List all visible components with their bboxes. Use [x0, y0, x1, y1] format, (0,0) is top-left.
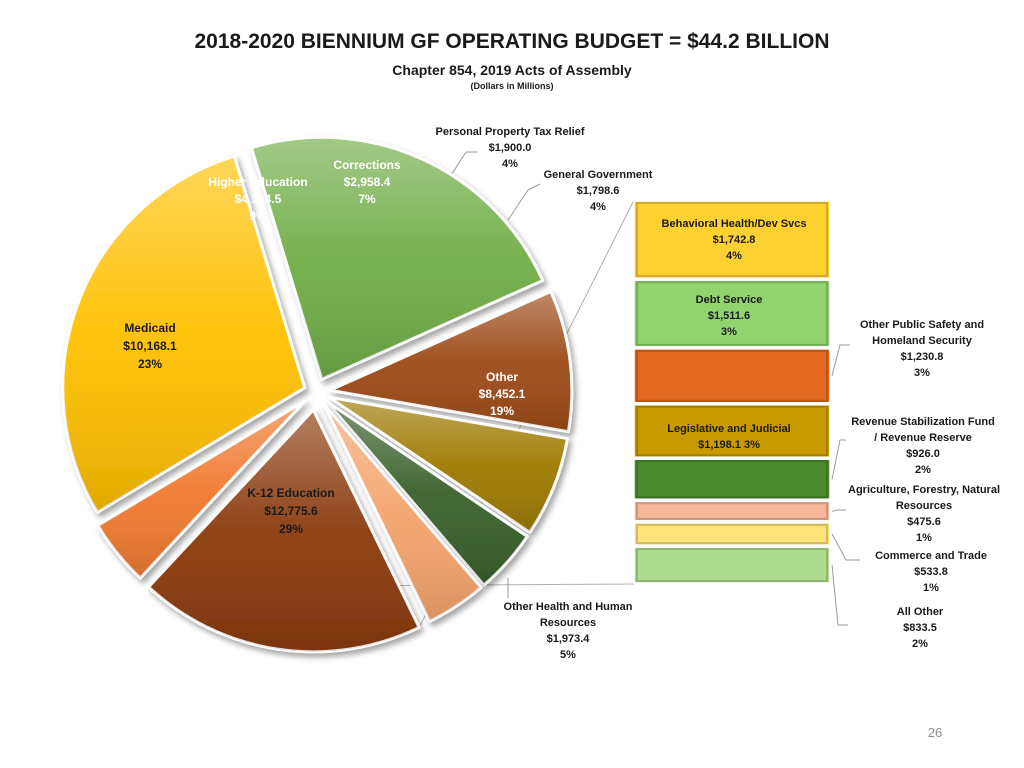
- pie-slice-pptr: [324, 399, 529, 587]
- pie-slice-medicaid: [249, 135, 545, 381]
- label-ohhr: Other Health and Human Resources $1,973.4 5…: [504, 601, 633, 661]
- label-gen_gov: General Government $1,798.6 4%: [544, 169, 653, 213]
- breakdown-segment-legjud: [633, 404, 831, 458]
- label-medicaid: Medicaid $10,168.1 23%: [123, 321, 177, 371]
- leader-opshs: [831, 344, 850, 376]
- label-pptr: Personal Property Tax Relief $1,900.0 4%: [436, 126, 585, 170]
- label-afnr: Agriculture, Forestry, Natural Resources $…: [848, 484, 1000, 544]
- leader-afnr: [831, 509, 846, 512]
- chart-title: 2018-2020 BIENNIUM GF OPERATING BUDGET =…: [194, 30, 830, 53]
- label-commerce: Commerce and Trade $533.8 1%: [875, 550, 987, 594]
- pie-slices: [61, 135, 574, 654]
- leader-rsf: [831, 439, 846, 480]
- pie-slice-corrections: [327, 395, 569, 534]
- breakdown-segment-allother: [633, 546, 831, 584]
- label-bhds: Behavioral Health/Dev Svcs $1,742.8 4%: [662, 218, 807, 262]
- leader-commerce: [831, 533, 860, 561]
- pie-slice-other: [147, 408, 421, 654]
- label-opshs: Other Public Safety and Homeland Security…: [860, 319, 984, 379]
- label-rsf: Revenue Stabilization Fund / Revenue Rese…: [851, 416, 995, 476]
- breakdown-segment-debt: [633, 279, 831, 348]
- breakdown-segment-rsf: [633, 458, 831, 501]
- label-allother: All Other $833.5 2%: [897, 606, 944, 650]
- page-number: 26: [927, 725, 943, 740]
- breakdown-segment-commerce: [633, 522, 831, 546]
- breakdown-segment-bhds: [633, 200, 831, 279]
- label-other: Other $8,452.1 19%: [479, 370, 526, 418]
- leader-allother: [831, 565, 848, 626]
- leader-gen_gov: [507, 183, 541, 221]
- label-debt: Debt Service $1,511.6 3%: [696, 294, 763, 338]
- pie-slice-k12: [61, 154, 307, 514]
- label-higher_ed: Higher Education $4,164.5 9%: [208, 175, 307, 223]
- breakdown-segment-afnr: [633, 500, 831, 522]
- label-legjud: Legislative and Judicial $1,198.1 3%: [667, 423, 791, 451]
- other-breakdown-bar: [633, 200, 831, 584]
- pie-slice-gen_gov: [322, 402, 483, 623]
- data-labels: K-12 Education $12,775.6 29% Medicaid $10,16…: [123, 126, 1000, 661]
- label-k12: K-12 Education $12,775.6 29%: [247, 486, 334, 536]
- leader-pptr: [447, 151, 478, 181]
- pie-slice-higher_ed: [328, 289, 574, 434]
- chart-subtitle: Chapter 854, 2019 Acts of Assembly: [392, 62, 632, 78]
- pie-slice-ohhr: [96, 399, 307, 580]
- label-corrections: Corrections $2,958.4 7%: [333, 158, 401, 206]
- breakdown-segment-opshs: [633, 348, 831, 404]
- units-note: (Dollars in Millions): [470, 81, 554, 91]
